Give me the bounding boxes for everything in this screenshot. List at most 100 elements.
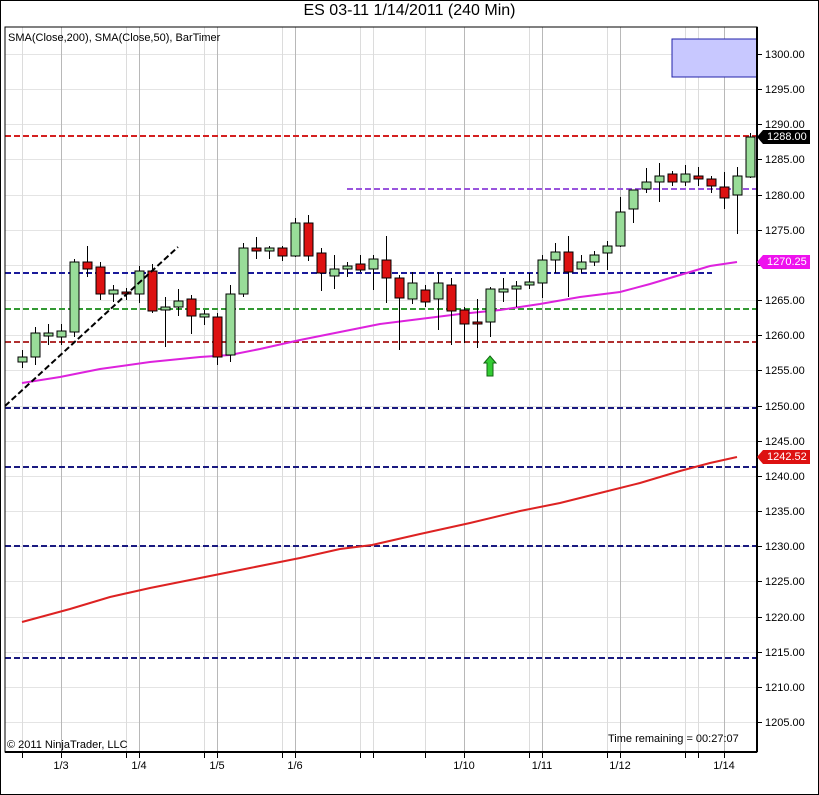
y-tick-label: 1300.00 xyxy=(765,49,805,61)
candle xyxy=(745,133,756,178)
candle xyxy=(238,243,249,297)
price-tag: 1242.52 xyxy=(763,450,810,464)
candle-body xyxy=(641,181,652,190)
candle xyxy=(82,246,93,277)
candle-body xyxy=(381,259,392,279)
y-tick-label: 1285.00 xyxy=(765,154,805,166)
candle-body xyxy=(550,251,561,261)
candle-body xyxy=(30,332,41,358)
x-tick-label: 1/12 xyxy=(609,760,630,772)
y-tick-label: 1295.00 xyxy=(765,84,805,96)
indicators-label: SMA(Close,200), SMA(Close,50), BarTimer xyxy=(8,32,221,44)
y-tick-label: 1290.00 xyxy=(765,119,805,131)
candle-body xyxy=(654,175,665,183)
y-tick-label: 1280.00 xyxy=(765,190,805,202)
candle-body xyxy=(368,258,379,270)
candle xyxy=(719,172,730,209)
y-tick-label: 1210.00 xyxy=(765,682,805,694)
horizontal-lines xyxy=(5,135,757,659)
candle xyxy=(524,273,535,289)
candle-body xyxy=(56,330,67,338)
y-tick-label: 1225.00 xyxy=(765,576,805,588)
y-tick-label: 1220.00 xyxy=(765,612,805,624)
candle-body xyxy=(329,268,340,277)
y-tick-label: 1255.00 xyxy=(765,365,805,377)
candle xyxy=(433,272,444,330)
y-tick-label: 1245.00 xyxy=(765,436,805,448)
candle-body xyxy=(108,289,119,295)
candle-body xyxy=(706,178,717,187)
candle-body xyxy=(147,270,158,312)
candle xyxy=(17,350,28,368)
candle-body xyxy=(524,281,535,286)
candle xyxy=(108,285,119,302)
candle xyxy=(160,297,171,347)
candle-body xyxy=(199,313,210,318)
candle xyxy=(212,313,223,365)
candle-body xyxy=(615,211,626,247)
candle-body xyxy=(745,136,756,178)
candle xyxy=(693,167,704,186)
candle xyxy=(602,241,613,270)
candle-body xyxy=(342,265,353,270)
price-tag-pointer xyxy=(757,130,763,144)
drawing-objects xyxy=(4,38,758,407)
candle xyxy=(485,287,496,337)
candle-body xyxy=(420,289,431,303)
candle-body xyxy=(69,261,80,333)
candle xyxy=(277,246,288,261)
candle-body xyxy=(277,247,288,257)
candle-body xyxy=(303,222,314,257)
candle xyxy=(550,243,561,273)
candle xyxy=(30,327,41,365)
candle xyxy=(667,171,678,186)
x-tick-label: 1/14 xyxy=(713,760,734,772)
candle xyxy=(186,295,197,334)
candle xyxy=(459,307,470,343)
candle xyxy=(134,266,145,303)
candle-body xyxy=(238,247,249,295)
candle-body xyxy=(290,222,301,257)
candle-body xyxy=(251,247,262,252)
candle-body xyxy=(563,251,574,273)
candle xyxy=(446,278,457,345)
candle xyxy=(225,285,236,362)
candle xyxy=(56,324,67,345)
candle xyxy=(43,324,54,345)
candle-body xyxy=(589,254,600,263)
candle-body xyxy=(43,332,54,337)
x-tick-label: 1/5 xyxy=(209,760,224,772)
candle-body xyxy=(693,175,704,180)
candle xyxy=(732,167,743,234)
candle-body xyxy=(719,186,730,199)
candle xyxy=(628,189,639,223)
candle xyxy=(472,299,483,348)
chart-title: ES 03-11 1/14/2011 (240 Min) xyxy=(303,2,516,19)
candle-body xyxy=(498,288,509,293)
candle xyxy=(563,236,574,297)
candle xyxy=(615,197,626,247)
price-tag: 1288.00 xyxy=(763,130,810,144)
x-tick-label: 1/4 xyxy=(131,760,146,772)
candle-body xyxy=(17,356,28,363)
price-tag: 1270.25 xyxy=(763,255,810,269)
candle-body xyxy=(511,285,522,290)
copyright-text: © 2011 NinjaTrader, LLC xyxy=(7,739,128,751)
candle-body xyxy=(212,316,223,358)
candle xyxy=(95,262,106,300)
y-tick-label: 1240.00 xyxy=(765,471,805,483)
candle-body xyxy=(602,245,613,254)
bar-timer: Time remaining = 00:27:07 xyxy=(608,733,739,745)
candle-body xyxy=(576,261,587,270)
candle-body xyxy=(355,263,366,271)
candle-body xyxy=(316,252,327,274)
x-tick-label: 1/6 xyxy=(287,760,302,772)
candle xyxy=(394,275,405,350)
candle xyxy=(576,255,587,273)
candle-body xyxy=(472,321,483,325)
candle-body xyxy=(264,247,275,252)
y-tick-label: 1275.00 xyxy=(765,225,805,237)
up-arrow-icon xyxy=(482,355,498,377)
candle xyxy=(329,255,340,289)
